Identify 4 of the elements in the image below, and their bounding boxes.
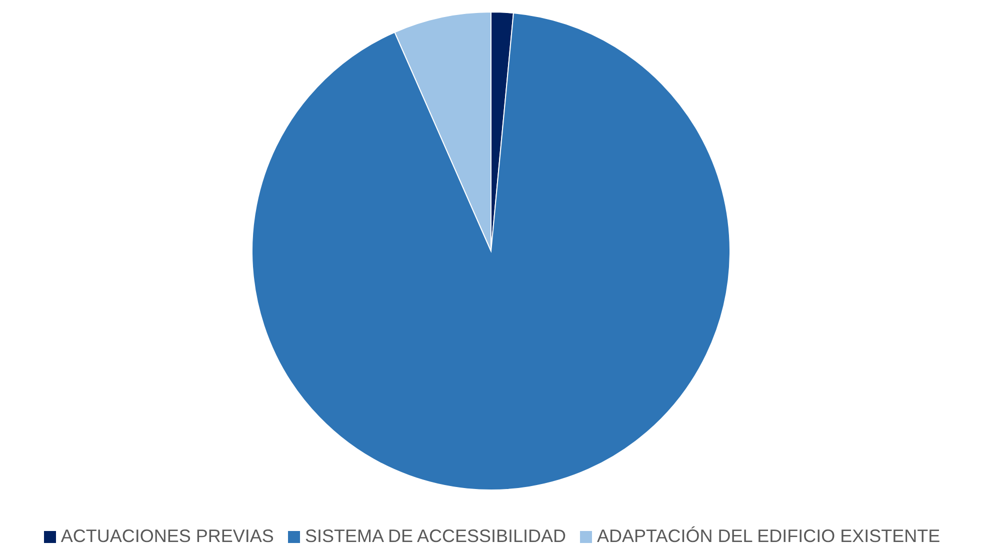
legend-label: ADAPTACIÓN DEL EDIFICIO EXISTENTE bbox=[597, 526, 940, 547]
pie-slice bbox=[252, 12, 730, 490]
legend-label: ACTUACIONES PREVIAS bbox=[60, 526, 274, 547]
legend-label: SISTEMA DE ACCESSIBILIDAD bbox=[304, 526, 566, 547]
